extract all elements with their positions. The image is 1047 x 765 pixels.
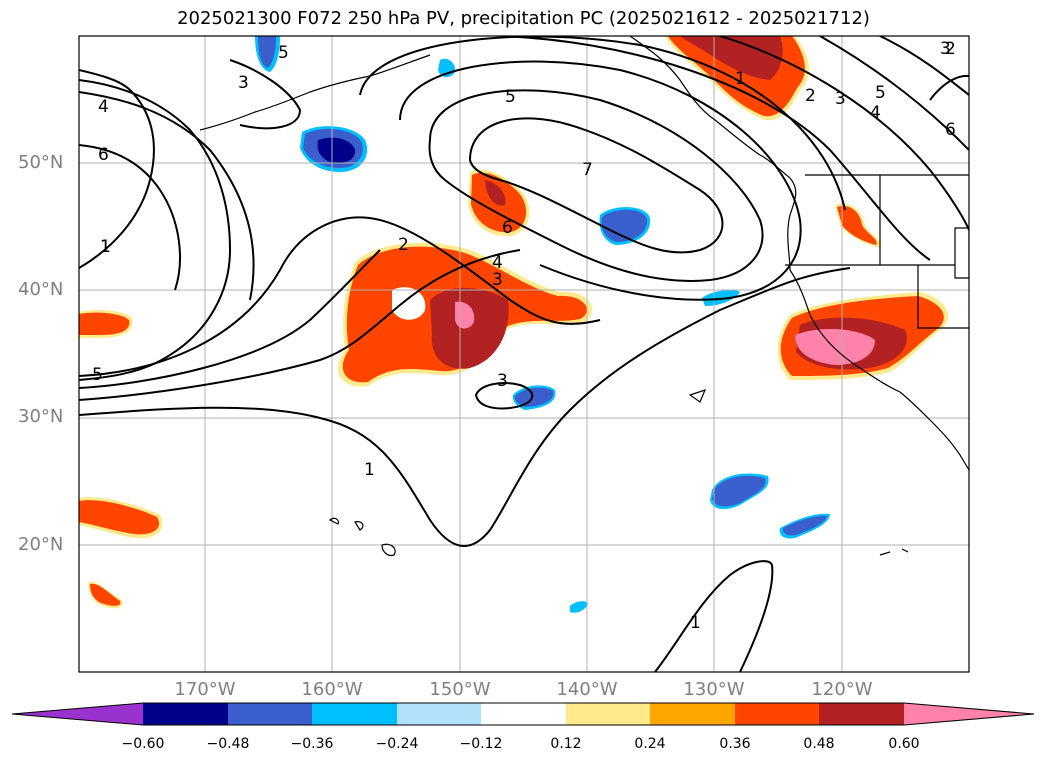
lat-label-50n: 50°N	[18, 152, 64, 173]
contour-label: 1	[100, 237, 111, 257]
contour-label: 5	[92, 365, 103, 385]
contour-labels: 1 2 3 4 5 6 7 6 5 4 3 2 1 3 5 6 5 4 3 2 …	[92, 39, 956, 633]
contour-label: 1	[690, 613, 701, 633]
colorbar-tick: −0.48	[206, 736, 250, 752]
colorbar-swatch	[228, 703, 312, 725]
lon-label-150w: 150°W	[429, 679, 491, 700]
lon-label-120w: 120°W	[811, 679, 873, 700]
colorbar-swatch	[397, 703, 481, 725]
contour-label: 6	[98, 145, 109, 165]
contour-label: 2	[805, 86, 816, 106]
coastlines	[199, 36, 969, 557]
contour-label: 4	[492, 253, 503, 273]
gridlines	[79, 36, 969, 672]
contour-label: 1	[735, 69, 746, 89]
colorbar-tick: 0.24	[634, 736, 666, 752]
contour-label: 6	[502, 218, 513, 238]
contour-label: 3	[492, 270, 503, 290]
colorbar-tick: 0.60	[888, 736, 920, 752]
colorbar-tick: −0.24	[375, 736, 419, 752]
contour-label: 5	[875, 83, 886, 103]
colorbar-swatch	[312, 703, 397, 725]
colorbar-min-extend	[12, 703, 143, 725]
colorbar-tick: 0.36	[719, 736, 751, 752]
colorbar	[11, 702, 1035, 726]
precip-positive-anomalies	[79, 36, 949, 609]
precip-negative-anomalies	[255, 36, 830, 613]
contour-label: 6	[945, 120, 956, 140]
colorbar-tick: −0.60	[121, 736, 165, 752]
colorbar-tick: 0.48	[803, 736, 835, 752]
contour-label: 3	[238, 73, 249, 93]
lon-label-140w: 140°W	[556, 679, 618, 700]
colorbar-swatch	[735, 703, 819, 725]
contour-label: 2	[398, 235, 409, 255]
colorbar-swatch	[819, 703, 904, 725]
lat-label-20n: 20°N	[18, 534, 64, 555]
contour-label: 3	[497, 371, 508, 391]
colorbar-max-extend	[904, 703, 1034, 725]
colorbar-swatch	[143, 703, 228, 725]
lon-label-170w: 170°W	[174, 679, 236, 700]
contour-label: 3	[835, 89, 846, 109]
contour-label: 3	[940, 39, 951, 59]
contour-label: 5	[278, 43, 289, 63]
lat-label-40n: 40°N	[18, 279, 64, 300]
colorbar-swatch	[481, 703, 566, 725]
contour-label: 4	[98, 97, 109, 117]
colorbar-tick: −0.12	[459, 736, 503, 752]
colorbar-tick: −0.36	[290, 736, 334, 752]
plot-frame	[78, 35, 970, 673]
colorbar-swatch	[566, 703, 650, 725]
contour-label: 7	[582, 160, 593, 180]
contour-label: 1	[100, 237, 111, 257]
contour-label: 1	[364, 460, 375, 480]
lon-label-160w: 160°W	[301, 679, 363, 700]
colorbar-tick: 0.12	[550, 736, 582, 752]
contour-label: 5	[505, 87, 516, 107]
lat-label-30n: 30°N	[18, 406, 64, 427]
lon-label-130w: 130°W	[683, 679, 745, 700]
colorbar-swatch	[650, 703, 735, 725]
figure-title: 2025021300 F072 250 hPa PV, precipitatio…	[177, 8, 870, 29]
contour-label: 4	[870, 103, 881, 123]
pv-contours	[79, 36, 969, 672]
contour-label: 2	[945, 39, 956, 59]
